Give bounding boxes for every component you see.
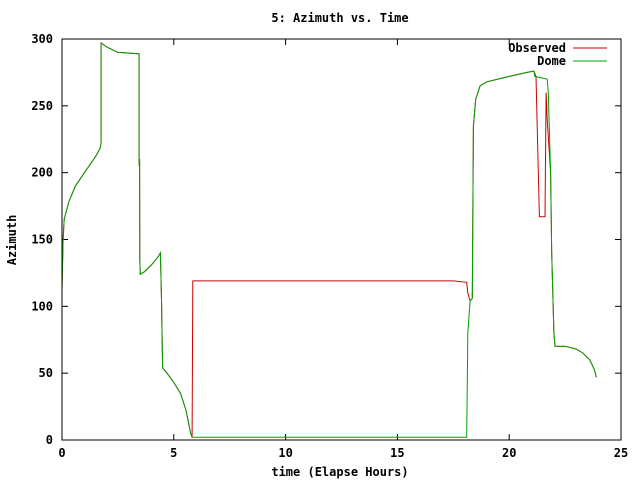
y-tick-label: 50 [39, 366, 53, 380]
x-tick-label: 20 [502, 446, 516, 460]
series-line-dome [61, 42, 597, 438]
x-axis-label: time (Elapse Hours) [271, 465, 408, 479]
y-axis-label: Azimuth [5, 215, 19, 266]
plot-frame [61, 38, 622, 441]
y-tick-label: 200 [31, 166, 53, 180]
x-tick-label: 5 [170, 446, 177, 460]
y-tick-label: 100 [31, 299, 53, 313]
x-tick-label: 10 [278, 446, 292, 460]
y-tick-label: 150 [31, 233, 53, 247]
x-tick-label: 25 [614, 446, 628, 460]
series-line-observed [61, 42, 597, 438]
y-tick-label: 300 [31, 32, 53, 46]
legend-label-observed: Observed [508, 41, 566, 55]
x-tick-label: 15 [390, 446, 404, 460]
y-tick-label: 250 [31, 99, 53, 113]
series-layer [61, 42, 597, 438]
x-tick-label: 0 [58, 446, 65, 460]
legend-label-dome: Dome [537, 54, 566, 68]
chart-title: 5: Azimuth vs. Time [271, 11, 408, 25]
y-tick-label: 0 [46, 433, 53, 447]
